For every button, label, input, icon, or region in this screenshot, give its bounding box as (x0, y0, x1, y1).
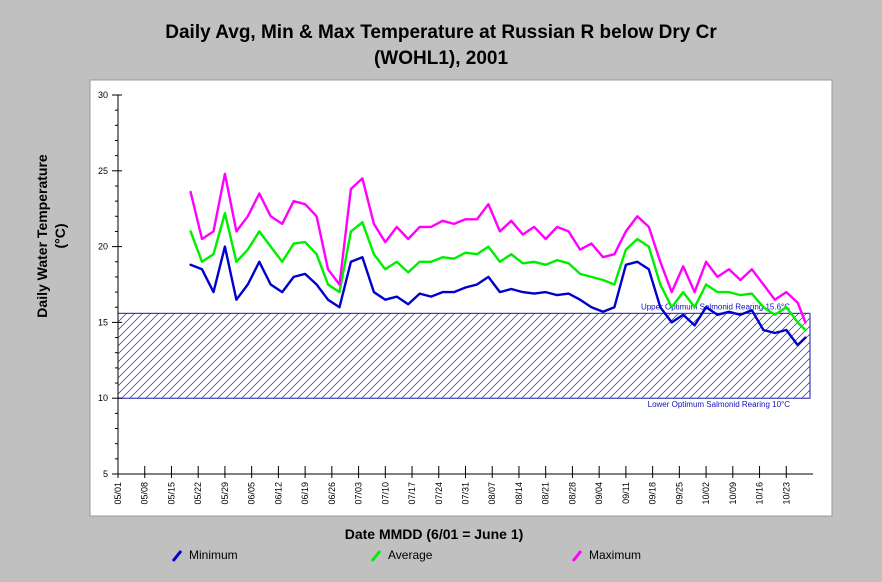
series-line-maximum (189, 172, 807, 324)
legend-label-minimum: Minimum (189, 548, 238, 562)
x-tick-label: 08/14 (514, 482, 524, 505)
chart-title-line2: (WOHL1), 2001 (373, 48, 509, 69)
x-tick-label: 06/12 (273, 482, 283, 505)
legend-swatch-maximum (571, 550, 583, 562)
lower-optimum-label: Lower Optimum Salmonid Rearing 10°C (648, 400, 791, 409)
y-tick-label: 5 (103, 469, 108, 479)
optimum-band-area (117, 312, 811, 399)
legend: Minimum Average Maximum (171, 548, 641, 562)
y-axis-title-line1: Daily Water Temperature (34, 154, 50, 318)
x-tick-label: 07/10 (380, 482, 390, 505)
y-tick-label: 25 (98, 166, 108, 176)
x-tick-label: 06/05 (247, 482, 257, 505)
x-tick-label: 05/01 (113, 482, 123, 505)
x-tick-label: 08/28 (567, 482, 577, 505)
y-tick-label: 15 (98, 317, 108, 327)
x-tick-label: 09/18 (648, 482, 658, 505)
x-tick-label: 09/04 (594, 482, 604, 505)
y-tick-label: 20 (98, 242, 108, 252)
chart-title-line1: Daily Avg, Min & Max Temperature at Russ… (165, 22, 717, 43)
legend-label-maximum: Maximum (589, 548, 641, 562)
axes: 5 10 15 20 25 30 05/01 05/08 05/15 05/22 05/29 06/0… (98, 90, 813, 505)
legend-swatch-minimum (171, 550, 183, 562)
x-tick-label: 05/15 (166, 482, 176, 505)
x-tick-label: 09/11 (621, 482, 631, 504)
series-line-average (189, 211, 807, 332)
legend-label-average: Average (388, 548, 433, 562)
x-tick-label: 10/23 (781, 482, 791, 505)
x-tick-label: 09/25 (674, 482, 684, 505)
x-tick-label: 05/22 (193, 482, 203, 505)
x-tick-label: 05/29 (220, 482, 230, 505)
x-tick-label: 10/16 (755, 482, 765, 505)
plot-background (89, 79, 833, 517)
legend-swatch-average (370, 550, 382, 562)
x-axis-title: Date MMDD (6/01 = June 1) (345, 526, 524, 542)
x-tick-label: 10/09 (728, 482, 738, 505)
x-tick-label: 07/17 (407, 482, 417, 505)
x-tick-label: 06/19 (300, 482, 310, 505)
optimum-rearing-band: Upper Optimum Salmonid Rearing 15.6°C Low… (117, 302, 811, 409)
x-tick-label: 06/26 (327, 482, 337, 505)
y-tick-label: 30 (98, 90, 108, 100)
x-tick-label: 07/24 (434, 482, 444, 505)
series-lines (189, 172, 807, 347)
x-tick-label: 05/08 (140, 482, 150, 505)
x-tick-label: 07/03 (354, 482, 364, 505)
x-tick-label: 08/21 (541, 482, 551, 505)
x-tick-label: 07/31 (461, 482, 471, 505)
y-axis-title-line2: (°C) (52, 223, 68, 248)
chart-title: Daily Avg, Min & Max Temperature at Russ… (0, 20, 882, 72)
x-tick-label: 08/07 (487, 482, 497, 505)
upper-optimum-label: Upper Optimum Salmonid Rearing 15.6°C (641, 302, 790, 311)
series-line-minimum (189, 245, 807, 347)
y-tick-label: 10 (98, 393, 108, 403)
x-tick-label: 10/02 (701, 482, 711, 505)
